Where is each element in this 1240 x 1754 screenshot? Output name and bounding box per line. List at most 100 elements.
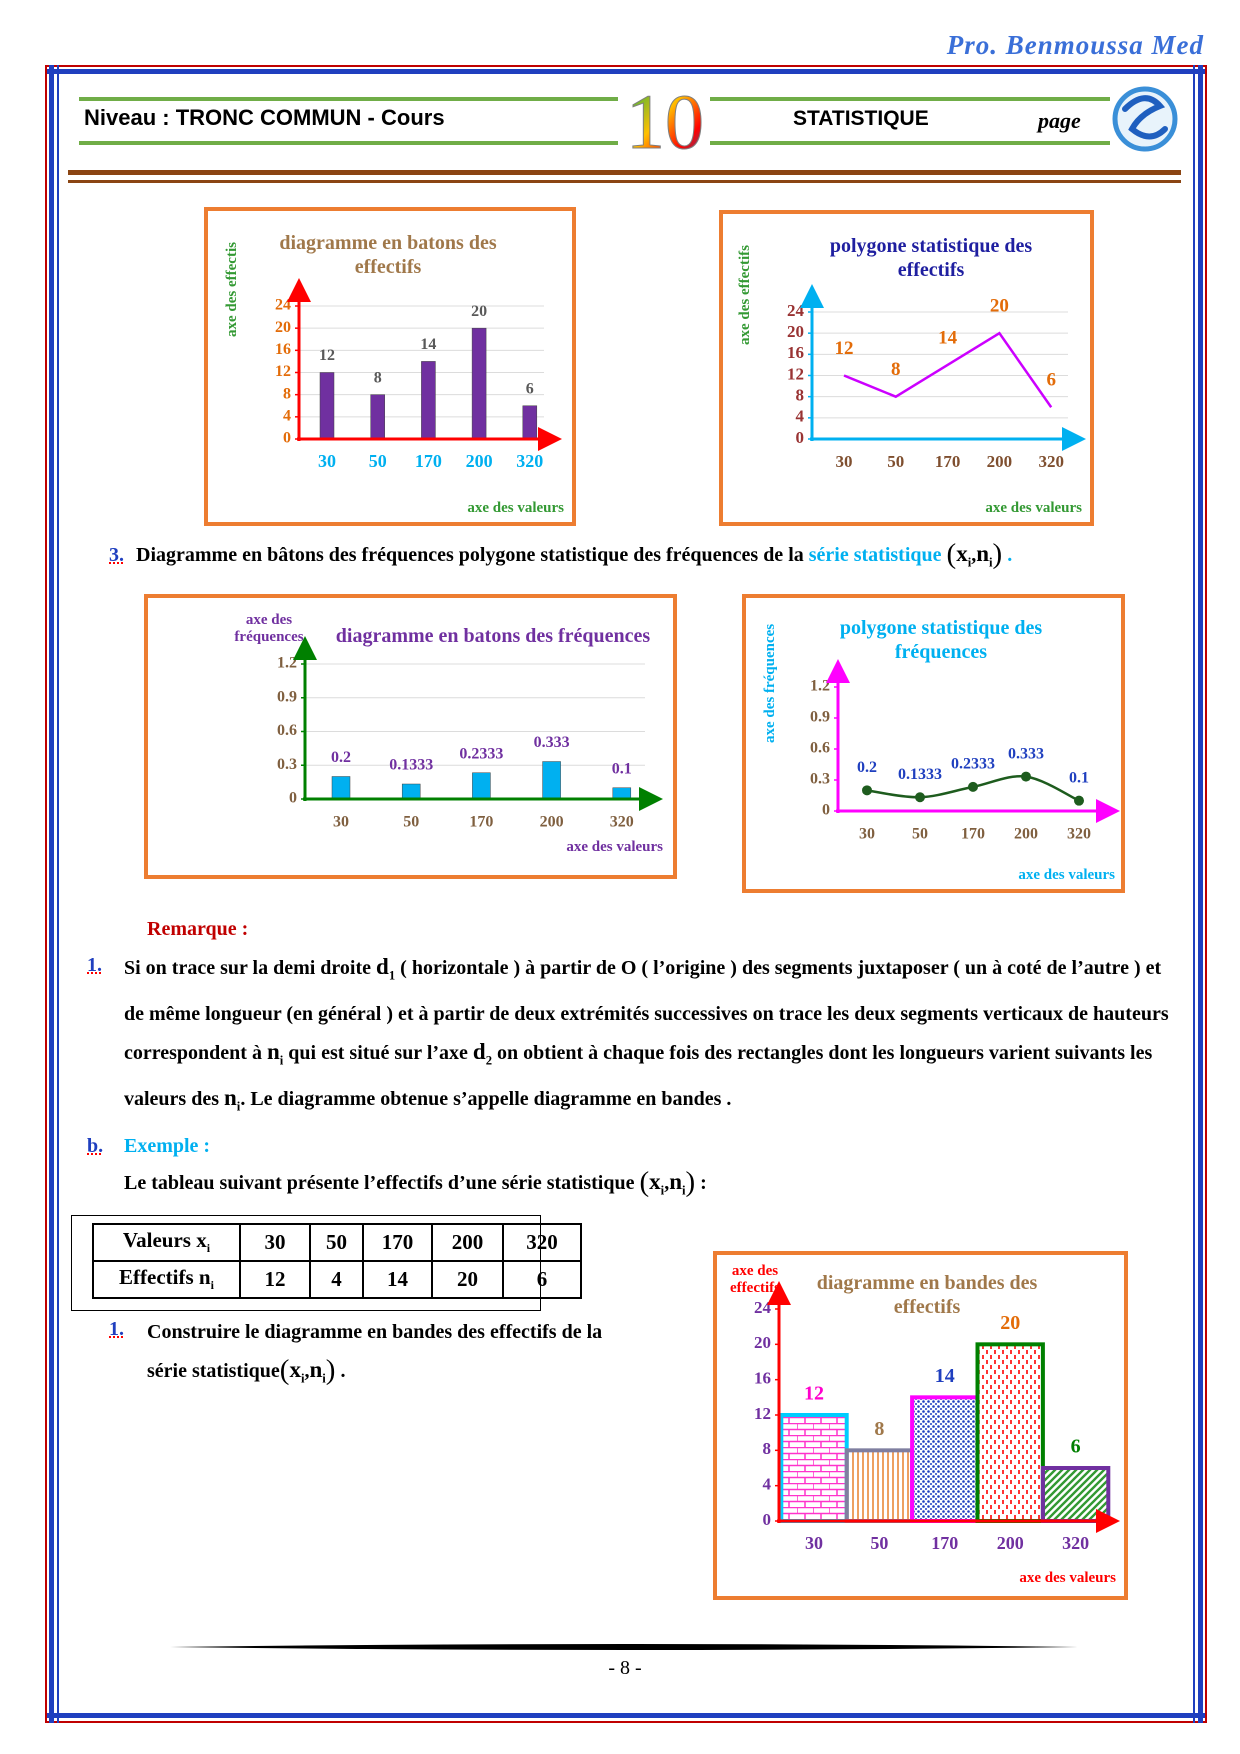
footer-rule-shape xyxy=(170,1644,1078,1650)
remark-text: Si on trace sur la demi droite d1 ( hori… xyxy=(124,948,1182,1126)
x-tick-label: 170 xyxy=(415,451,442,471)
paren: ) xyxy=(685,1166,696,1198)
data-label: 0.1333 xyxy=(389,757,433,774)
data-label: 12 xyxy=(804,1383,824,1405)
example-title: Exemple : xyxy=(124,1135,211,1157)
x-tick-label: 320 xyxy=(1067,826,1091,843)
math-var: ni xyxy=(976,541,992,570)
bar xyxy=(421,361,436,440)
header-rule xyxy=(68,180,1181,183)
data-label: 0.333 xyxy=(534,734,570,751)
data-label: 0.1333 xyxy=(898,766,942,783)
x-tick-label: 200 xyxy=(540,814,564,831)
x-tick-label: 200 xyxy=(997,1533,1024,1553)
chart-box: 0 0.3 0.6 0.9 1.2 30 0.2 50 0.1333 170 0.2333 200 0.… xyxy=(742,594,1125,893)
y-tick-label: 0 xyxy=(763,1510,772,1529)
bar xyxy=(319,372,335,440)
x-tick-label: 200 xyxy=(987,452,1013,471)
frame-left-red xyxy=(45,65,47,1723)
y-tick-label: 0.9 xyxy=(810,709,830,726)
text-run: , xyxy=(664,1172,670,1194)
y-tick-label: 12 xyxy=(754,1404,771,1423)
x-tick-label: 50 xyxy=(887,452,904,471)
frame-bottom-blue xyxy=(45,1713,1207,1718)
x-axis-label: axe des valeurs xyxy=(985,499,1082,516)
question-label: 1. xyxy=(109,1318,124,1340)
chapter-number-text: 10 xyxy=(626,86,704,158)
math-base: x xyxy=(289,1357,301,1382)
x-tick-label: 170 xyxy=(931,1533,958,1553)
y-tick-label: 0.6 xyxy=(810,740,830,757)
data-label: 0.333 xyxy=(1008,745,1044,762)
math-base: n xyxy=(224,1085,237,1111)
x-tick-label: 50 xyxy=(912,826,928,843)
data-label: 20 xyxy=(1000,1312,1020,1334)
text-run: . Le diagramme obtenue s’appelle diagram… xyxy=(240,1088,732,1111)
page-number: - 8 - xyxy=(608,1657,642,1679)
text-run: qui est situé sur l’axe xyxy=(283,1041,473,1064)
marker xyxy=(1021,771,1031,782)
x-axis-label: axe des valeurs xyxy=(467,499,564,516)
chart-box: 0 4 8 12 16 20 24 30 12 50 8 170 14 200 20 320 6 polygone… xyxy=(719,210,1094,526)
math-base: n xyxy=(669,1169,682,1194)
y-tick-label: 0.3 xyxy=(277,756,297,773)
x-tick-label: 30 xyxy=(805,1533,823,1553)
y-tick-label: 24 xyxy=(787,301,805,320)
y-tick-label: 12 xyxy=(787,364,804,383)
marker xyxy=(1074,795,1084,806)
math-sub: 2 xyxy=(485,1053,493,1068)
text-run: : xyxy=(695,1172,707,1194)
x-tick-label: 320 xyxy=(1062,1533,1089,1553)
paren: ( xyxy=(946,538,957,570)
y-tick-label: 1.2 xyxy=(277,655,297,672)
band xyxy=(779,1413,849,1523)
frame-right-red xyxy=(1205,65,1207,1723)
y-axis-label: axe des fréquences xyxy=(762,623,778,743)
y-tick-label: 0.3 xyxy=(810,771,830,788)
row-header-sub: i xyxy=(210,1278,214,1293)
data-label: 8 xyxy=(874,1418,884,1440)
section-3: 3. Diagramme en bâtons des fréquences pol… xyxy=(109,538,1012,571)
y-tick-label: 16 xyxy=(275,341,291,358)
frame-top-blue xyxy=(45,69,1207,74)
table-cell: 14 xyxy=(362,1260,433,1299)
bar xyxy=(612,787,632,800)
marker xyxy=(968,781,978,792)
math-base: d xyxy=(472,1038,486,1064)
y-tick-label: 0.6 xyxy=(277,722,297,739)
subject: STATISTIQUE xyxy=(793,107,929,130)
y-tick-label: 0 xyxy=(289,790,297,807)
math-base: n xyxy=(266,1038,280,1064)
chart: 0 4 8 12 16 20 24 30 12 50 8 170 14 200 20 320 6 xyxy=(787,284,1086,471)
data-label: 0.2 xyxy=(857,759,877,776)
math-base: n xyxy=(309,1357,323,1382)
math-var: ni xyxy=(224,1085,240,1114)
table-cell: 4 xyxy=(309,1260,364,1299)
row-header-text: Valeurs x xyxy=(122,1228,207,1253)
table-row: Valeurs xi 30 50 170 200 320 xyxy=(92,1223,582,1262)
x-tick-label: 30 xyxy=(318,451,336,471)
bar xyxy=(471,327,487,440)
table: Valeurs xi 30 50 170 200 320 Effectifs ni 12 4 14… xyxy=(92,1223,582,1299)
y-tick-label: 8 xyxy=(283,385,291,402)
chart-box: 0 4 8 12 16 20 24 30 12 50 8 170 14 200 20 320 6 diagramm… xyxy=(204,207,576,526)
text-run: Diagramme en bâtons des fréquences polyg… xyxy=(136,544,809,566)
marker xyxy=(915,792,925,803)
data-label: 12 xyxy=(319,347,335,364)
y-tick-label: 12 xyxy=(275,363,291,380)
y-axis-label: axe des effectifs xyxy=(737,245,753,345)
y-tick-label: 8 xyxy=(796,386,805,405)
y-axis-label: axe des effectifs xyxy=(730,1263,780,1296)
header-line xyxy=(79,97,618,101)
text-run: , xyxy=(971,544,977,566)
author: Pro. Benmoussa Med xyxy=(946,30,1204,60)
x-tick-label: 30 xyxy=(859,826,875,843)
y-tick-label: 1.2 xyxy=(810,678,830,695)
text-run: , xyxy=(304,1360,310,1382)
data-label: 6 xyxy=(1046,370,1056,391)
x-tick-label: 320 xyxy=(610,814,634,831)
data-label: 14 xyxy=(420,336,436,353)
x-tick-label: 50 xyxy=(403,814,419,831)
bar xyxy=(522,405,538,440)
x-tick-label: 170 xyxy=(935,452,961,471)
